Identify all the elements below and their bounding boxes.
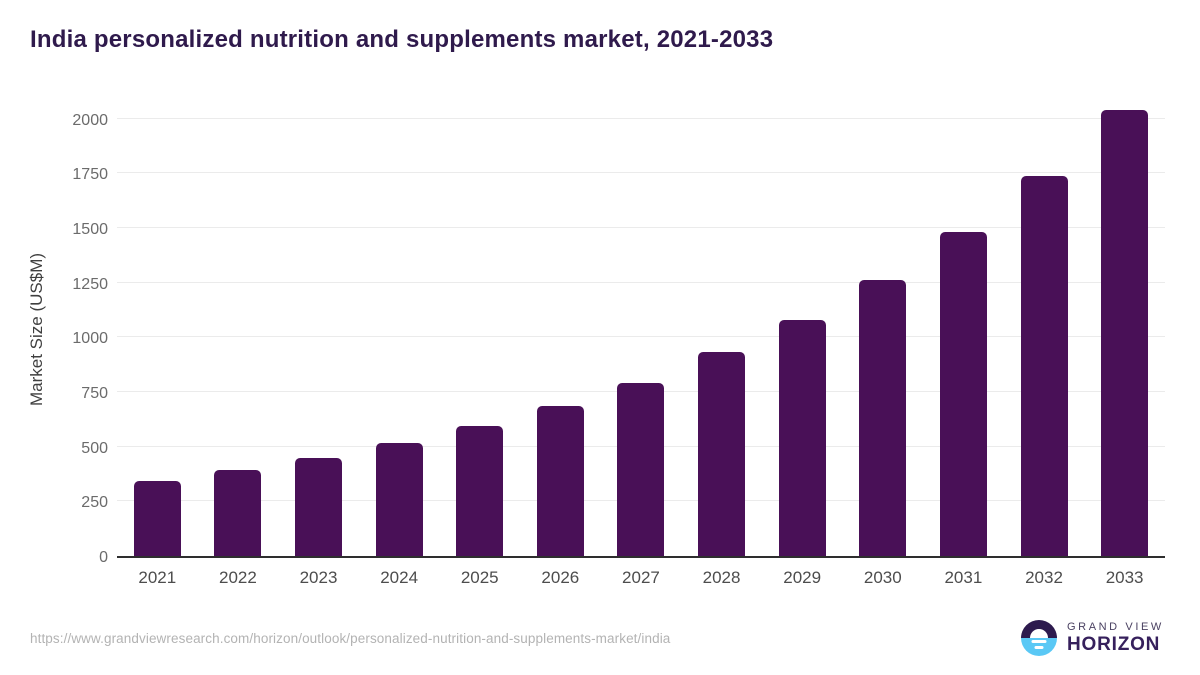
bar-2030[interactable] [859, 279, 907, 556]
y-axis-tick-labels: 0 250 500 750 1000 1250 1500 1750 2000 [0, 100, 108, 566]
x-tick-label-2026: 2026 [541, 568, 580, 587]
y-tick-label-750: 750 [81, 385, 108, 402]
bar-2022[interactable] [214, 469, 262, 556]
bar-2033[interactable] [1101, 110, 1149, 556]
bar-2023[interactable] [295, 457, 343, 556]
reflection-stripe [1031, 640, 1047, 643]
x-tick-label-2022: 2022 [218, 568, 257, 587]
reflection-stripe [1034, 646, 1044, 649]
x-tick-label-2021: 2021 [138, 568, 177, 587]
x-tick-label-2033: 2033 [1105, 568, 1144, 587]
x-tick-label-2023: 2023 [299, 568, 338, 587]
x-tick-label-2029: 2029 [783, 568, 822, 587]
x-tick-label-2032: 2032 [1025, 568, 1063, 587]
x-tick-label-2025: 2025 [460, 568, 499, 587]
x-tick-label-2030: 2030 [863, 568, 902, 587]
logo-grand-view-text: GRAND VIEW [1067, 620, 1164, 633]
source-url: https://www.grandviewresearch.com/horizo… [30, 631, 671, 646]
horizon-sun-icon [1021, 620, 1057, 656]
y-tick-label-500: 500 [81, 439, 108, 457]
gridline-1500 [117, 227, 1165, 229]
y-tick-label-0: 0 [99, 549, 108, 566]
y-tick-label-1750: 1750 [72, 166, 108, 184]
sun-shape [1030, 629, 1048, 638]
bar-2025[interactable] [456, 425, 504, 556]
y-tick-label-1250: 1250 [72, 275, 108, 293]
chart-title: India personalized nutrition and supplem… [30, 26, 774, 53]
logo-text: GRAND VIEW HORIZON [1067, 621, 1164, 656]
bar-series [117, 100, 1165, 556]
x-tick-label-2024: 2024 [380, 568, 419, 587]
gridline-2000 [117, 117, 1165, 119]
bar-2024[interactable] [375, 443, 423, 556]
y-tick-label-2000: 2000 [72, 111, 108, 129]
grand-view-horizon-logo[interactable]: GRAND VIEW HORIZON [1021, 620, 1164, 656]
gridline-1000 [117, 336, 1165, 338]
y-tick-label-1000: 1000 [72, 330, 108, 348]
x-tick-label-2027: 2027 [622, 568, 660, 587]
bar-2026[interactable] [536, 406, 584, 556]
y-tick-label-1500: 1500 [72, 221, 108, 239]
bar-2021[interactable] [133, 480, 181, 556]
bar-2032[interactable] [1020, 175, 1068, 556]
y-tick-label-250: 250 [81, 494, 108, 512]
gridline-1750 [117, 172, 1165, 174]
gridline-1250 [117, 281, 1165, 283]
logo-horizon-text: HORIZON [1067, 633, 1161, 655]
plot-area [117, 100, 1165, 558]
x-axis-labels: 2021 2022 2023 2024 2025 2026 2027 2028 2029 2030… [117, 568, 1165, 588]
x-tick-label-2031: 2031 [944, 568, 983, 587]
x-tick-label-2028: 2028 [702, 568, 741, 587]
bar-2028[interactable] [698, 351, 746, 556]
bar-2027[interactable] [617, 383, 665, 556]
bar-2031[interactable] [939, 232, 987, 556]
bar-2029[interactable] [778, 319, 826, 556]
